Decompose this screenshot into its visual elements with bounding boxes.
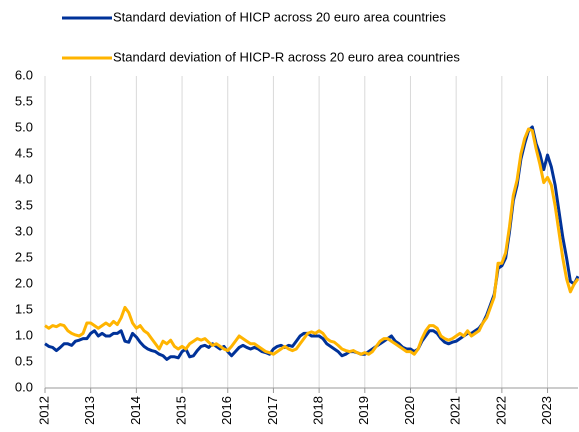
legend-label: Standard deviation of HICP across 20 eur…: [113, 9, 446, 24]
x-tick-label: 2018: [311, 396, 326, 425]
y-tick-label: 3.5: [15, 197, 33, 212]
series-line: [44, 127, 579, 356]
y-tick-label: 5.5: [15, 93, 33, 108]
x-tick-label: 2022: [493, 396, 508, 425]
y-tick-label: 2.5: [15, 249, 33, 264]
x-tick-label: 2013: [82, 396, 97, 425]
x-tick-label: 2015: [173, 396, 188, 425]
series-line: [44, 125, 579, 361]
y-tick-label: 1.5: [15, 301, 33, 316]
legend-label: Standard deviation of HICP-R across 20 e…: [113, 49, 460, 64]
y-tick-label: 6.0: [15, 67, 33, 82]
y-tick-label: 5.0: [15, 119, 33, 134]
x-tick-label: 2023: [539, 396, 554, 425]
x-tick-label: 2021: [448, 396, 463, 425]
x-tick-label: 2012: [36, 396, 51, 425]
y-tick-label: 3.0: [15, 223, 33, 238]
y-tick-label: 1.0: [15, 327, 33, 342]
x-tick-label: 2017: [265, 396, 280, 425]
x-tick-label: 2016: [219, 396, 234, 425]
y-tick-label: 0.5: [15, 353, 33, 368]
y-tick-label: 4.5: [15, 145, 33, 160]
x-tick-label: 2014: [128, 396, 143, 425]
x-tick-label: 2020: [402, 396, 417, 425]
x-tick-label: 2019: [356, 396, 371, 425]
y-tick-label: 2.0: [15, 275, 33, 290]
y-tick-label: 4.0: [15, 171, 33, 186]
y-tick-label: 0.0: [15, 379, 33, 394]
